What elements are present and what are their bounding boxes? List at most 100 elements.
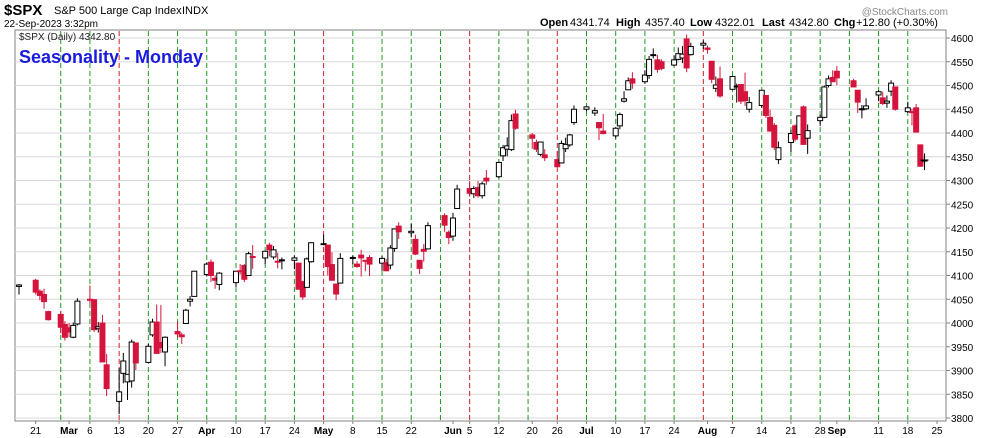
candle-body	[767, 116, 774, 132]
candle	[16, 284, 22, 295]
candle	[829, 70, 836, 83]
candle	[717, 66, 724, 98]
candle	[650, 48, 657, 59]
candle	[274, 252, 281, 269]
y-tick-label: 4450	[951, 105, 974, 116]
candle	[182, 308, 189, 324]
candle-body	[245, 253, 252, 276]
candle	[729, 75, 736, 90]
candle-body	[892, 86, 899, 110]
candle-body	[424, 225, 431, 250]
candle-body	[366, 256, 373, 265]
x-axis-ticks: 21 Mar 6 13 20 27 Apr 10 17 24 May 8 15 22 Jun 5 12 20 26 J…	[30, 421, 943, 437]
candle-body	[687, 46, 694, 56]
candle	[616, 112, 623, 130]
candle-body	[295, 262, 302, 290]
candle-body	[729, 75, 736, 90]
ohlc-readout: Open 4341.74 High 4357.40 Low 4322.01 La…	[540, 17, 938, 29]
high-label: High	[616, 17, 641, 29]
candle-body	[529, 134, 536, 139]
candle-body	[913, 107, 920, 133]
candle	[804, 124, 811, 154]
candle	[529, 133, 536, 149]
candle	[278, 257, 285, 270]
candle-body	[746, 102, 753, 110]
candle-body	[854, 89, 861, 103]
candle-body	[187, 298, 194, 302]
candle	[41, 288, 48, 309]
candle-body	[274, 260, 281, 263]
candle-body	[408, 230, 415, 234]
candle-body	[641, 74, 648, 83]
x-tick-label: 24	[669, 426, 681, 437]
candle-body	[441, 215, 448, 226]
candle	[850, 78, 857, 88]
candle-body	[36, 290, 43, 296]
candle	[441, 213, 448, 232]
candle-body	[917, 144, 924, 167]
candle-body	[249, 256, 256, 258]
x-tick-label: 12	[493, 426, 505, 437]
candle	[687, 42, 694, 56]
candle	[387, 245, 394, 270]
candle	[353, 261, 360, 268]
y-tick-label: 4500	[951, 82, 974, 93]
candle-body	[629, 78, 636, 84]
x-tick-label: 11	[873, 426, 884, 437]
candle-body	[591, 110, 598, 114]
x-tick-label: 21	[785, 426, 797, 437]
last-label: Last	[762, 17, 785, 29]
candle-body	[449, 217, 456, 237]
candle-body	[99, 322, 106, 363]
candle-body	[291, 257, 298, 261]
candle	[132, 342, 139, 371]
candle-body	[700, 42, 707, 46]
x-tick-label: 10	[610, 426, 622, 437]
candle	[612, 127, 619, 139]
candle-body	[771, 124, 778, 148]
candle	[541, 149, 548, 162]
candle-body	[207, 261, 214, 277]
candle-body	[829, 76, 836, 83]
candle	[145, 343, 152, 363]
candle	[416, 259, 423, 275]
candle	[395, 222, 402, 239]
candle	[495, 161, 502, 179]
candle	[558, 140, 565, 164]
high-value: 4357.40	[645, 17, 685, 29]
candle-body	[650, 54, 657, 57]
candle-body	[708, 60, 715, 80]
candle-body	[391, 228, 398, 249]
candle-body	[412, 238, 419, 255]
candle-body	[863, 105, 870, 110]
y-tick-label: 4050	[951, 295, 974, 306]
candle-body	[103, 364, 110, 390]
candle-body	[299, 281, 306, 298]
candle	[863, 98, 870, 111]
x-tick-label: 20	[143, 426, 155, 437]
x-tick-label: 22	[406, 426, 418, 437]
candle	[762, 94, 769, 118]
candle	[883, 95, 890, 108]
candle-body	[308, 242, 315, 263]
candle	[262, 250, 269, 265]
candle-body	[74, 300, 81, 325]
candle	[449, 212, 456, 241]
y-tick-label: 4350	[951, 153, 974, 164]
candle-body	[328, 264, 335, 281]
candle	[349, 255, 356, 265]
y-tick-label: 4200	[951, 224, 974, 235]
candle-body	[495, 161, 502, 178]
candle	[174, 321, 181, 338]
x-tick-label: 18	[902, 426, 914, 437]
y-axis-ticks: 3800 3850 3900 3950 4000 4050 4100 4150 4200 4250…	[946, 34, 974, 425]
candle-body	[804, 130, 811, 139]
candle-body	[616, 113, 623, 127]
candle	[775, 141, 782, 164]
candle	[512, 109, 519, 130]
candle	[917, 144, 924, 167]
candle	[249, 245, 256, 269]
candle	[704, 45, 711, 54]
candle	[420, 244, 427, 262]
candle-body	[320, 243, 327, 246]
